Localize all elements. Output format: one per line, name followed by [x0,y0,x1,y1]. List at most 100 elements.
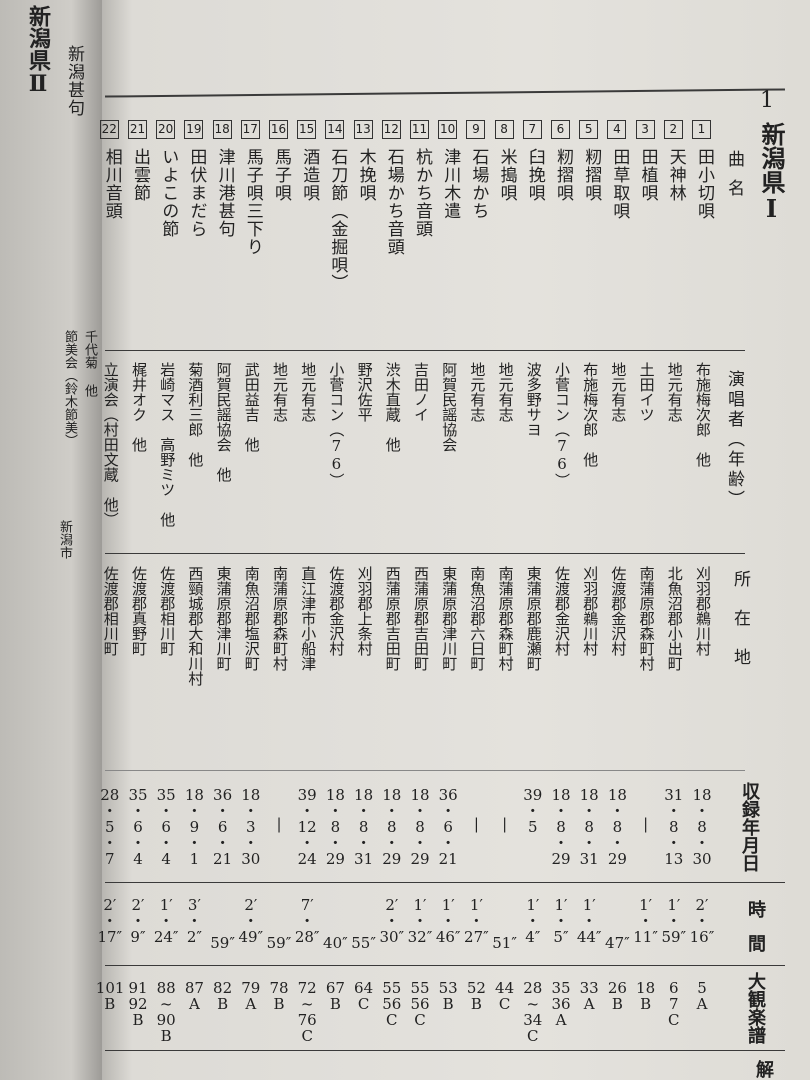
place: 西蒲原郡吉田町 [412,566,430,671]
score-ref: 67 B [321,980,349,1012]
date-part: 6 [133,818,143,836]
left-page: 新潟県Ⅱ 新潟甚句 千代菊 他 節美会（鈴木節美） 新潟市 [0,0,102,1080]
header-place: 所在地 [730,570,750,687]
date-separator: ・ [581,834,597,852]
singer: 梶井オク 他 [130,362,148,452]
score-part: B [442,995,454,1013]
time-part: 2′ [695,896,709,914]
score-part: 18 [636,979,656,997]
date-part: 29 [325,850,345,868]
row-number: 21 [128,120,147,139]
time-part: 46″ [435,928,461,946]
date-separator: ・ [186,802,202,820]
date-part: 18 [551,786,571,804]
recording-date: 31 ・ 8 ・ 13 [660,786,688,868]
recording-date: 18 ・ 8 ・ 29 [547,786,575,868]
place: 佐渡郡相川町 [101,566,120,656]
date-part: 8 [330,818,341,836]
song-name: 相川音頭 [101,148,122,220]
row-number: 22 [99,120,119,139]
time-part: 28″ [294,928,320,946]
score-ref: 44 C [491,980,519,1012]
date-separator: ・ [327,802,343,820]
song-name: 出雲節 [130,148,150,202]
time-separator: ・ [102,912,118,930]
time-part: 2′ [244,896,258,914]
header-note: 解 [753,1060,774,1078]
date-part: 6 [161,818,171,836]
date-part: 18 [607,786,627,804]
place: 刈羽郡上条村 [355,566,374,656]
time-part: 3′ [187,896,201,914]
duration: 7′ ・ 28″ [293,896,321,946]
duration: 55″ [350,934,378,952]
recording-date: 18 ・ 8 ・ 30 [688,786,716,868]
score-part: 55 [382,979,402,997]
singer: 波多野サヨ [524,362,543,437]
singer: 岩崎マス 高野ミツ 他 [158,362,177,527]
date-separator: ・ [553,834,569,852]
time-separator: ・ [553,912,569,930]
time-part: 32″ [407,928,433,946]
score-ref: 28 ~34 C [519,980,547,1044]
page-mark: 1 [760,88,774,113]
time-part: 2′ [385,896,399,914]
date-part: 8 [387,818,397,836]
score-part: 91 [128,979,148,997]
time-part: 24″ [153,928,179,946]
row-number: 16 [269,120,288,139]
date-separator: ・ [299,834,315,852]
recording-date: 18 ・ 8 ・ 31 [350,786,378,868]
duration: 1′ ・ 27″ [462,896,490,946]
date-part: 8 [612,818,623,836]
time-part: 1′ [554,896,568,914]
duration: 2′ ・ 30″ [378,896,406,946]
singer: 武田益吉 他 [242,362,261,452]
score-part: 53 [438,979,458,997]
left-page-singer: 節美会（鈴木節美） [62,330,77,447]
recording-date: 39 ・ 12 ・ 24 [293,786,321,868]
row-number: 7 [522,120,542,139]
duration: 1′ ・ 4″ [519,896,547,946]
score-ref: 55 56 C [406,980,434,1028]
date-part: 4 [161,850,171,868]
singer: 立演会（村田文蔵 他） [101,362,120,527]
duration: 40″ [321,934,349,952]
place: 南魚沼郡六日町 [468,566,487,671]
date-part: 31 [664,786,684,804]
date-part: 8 [697,818,707,836]
date-part: 29 [607,850,627,868]
date-part: 29 [382,850,402,868]
row-number: 12 [381,120,401,139]
date-part: 1 [189,850,200,868]
score-part: 44 [495,979,515,997]
place: 西蒲原郡吉田町 [383,566,402,671]
duration: 1′ ・ 32″ [406,896,434,946]
time-part: 2″ [186,928,202,946]
section-title: 新潟県Ⅰ [757,122,786,223]
date-part: 18 [184,786,204,804]
date-part: 35 [156,786,176,804]
score-part: 64 [354,979,374,997]
score-part: 56 [410,995,430,1013]
score-part: A [583,995,595,1013]
date-part: 29 [410,850,430,868]
date-part: 31 [579,850,599,868]
rule [105,1050,785,1051]
score-part: B [132,1011,144,1029]
date-separator: ・ [356,834,372,852]
row-number: 5 [579,120,599,139]
date-separator: ・ [525,802,541,820]
date-separator: ・ [158,802,174,820]
date-part: 18 [325,786,345,804]
recording-date: 35 ・ 6 ・ 4 [124,786,152,868]
score-part: 87 [184,979,204,997]
date-part: 13 [664,850,684,868]
date-part: 18 [410,786,430,804]
singer: 地元有志 [665,362,684,422]
date-separator: ・ [186,834,202,852]
score-part: 55 [410,979,430,997]
score-ref: 26 B [603,980,631,1012]
date-part: 39 [523,786,543,804]
date-part: | [643,815,649,833]
